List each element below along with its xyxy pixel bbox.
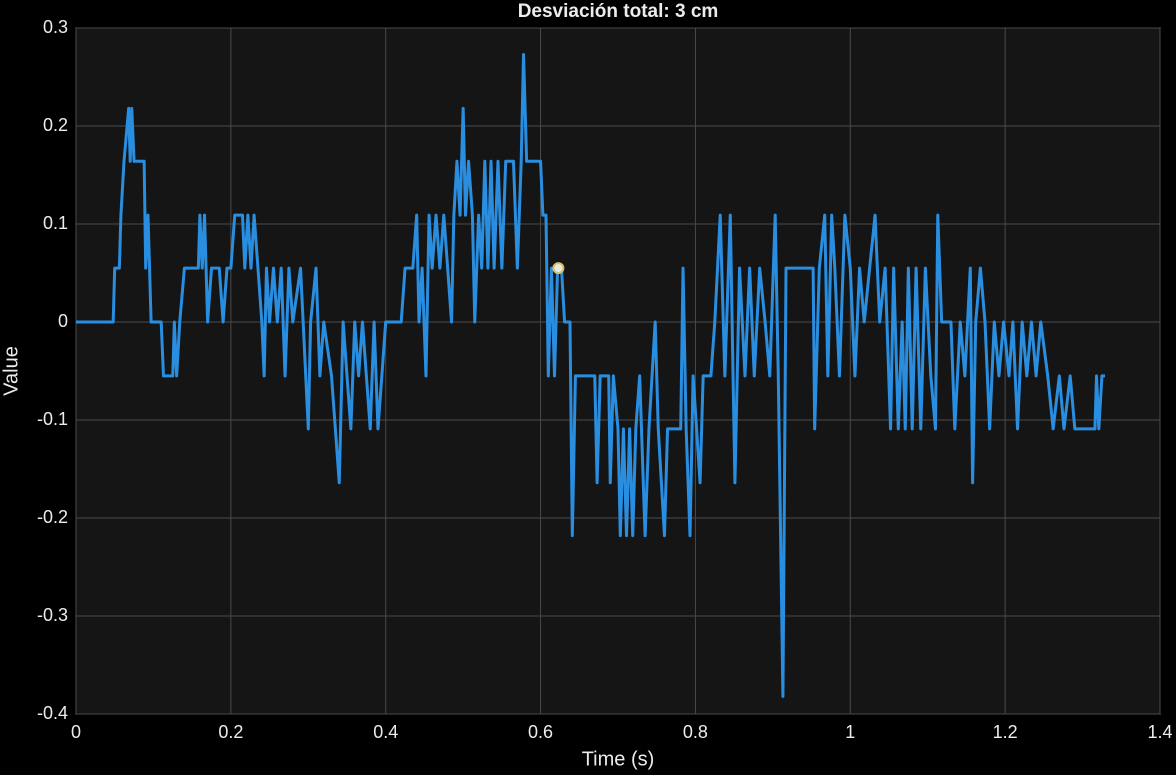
x-tick-label: 0.2 — [218, 722, 243, 742]
x-tick-label: 1 — [845, 722, 855, 742]
y-tick-label: 0 — [58, 311, 68, 331]
x-axis-label: Time (s) — [582, 748, 655, 770]
x-tick-label: 0.4 — [373, 722, 398, 742]
data-tip — [552, 262, 565, 275]
x-tick-label: 1.2 — [993, 722, 1018, 742]
y-tick-label: -0.4 — [37, 703, 68, 723]
x-tick-label: 0 — [71, 722, 81, 742]
y-tick-label: 0.1 — [43, 213, 68, 233]
x-tick-label: 1.4 — [1147, 722, 1172, 742]
plot-area — [75, 27, 1161, 715]
y-tick-label: 0.2 — [43, 115, 68, 135]
y-tick-label: -0.2 — [37, 507, 68, 527]
y-tick-label: -0.3 — [37, 605, 68, 625]
x-tick-label: 0.8 — [683, 722, 708, 742]
x-tick-label: 0.6 — [528, 722, 553, 742]
y-axis-label: Value — [0, 346, 22, 396]
y-tick-label: -0.1 — [37, 409, 68, 429]
chart-title: Desviación total: 3 cm — [518, 1, 719, 22]
y-tick-label: 0.3 — [43, 17, 68, 37]
